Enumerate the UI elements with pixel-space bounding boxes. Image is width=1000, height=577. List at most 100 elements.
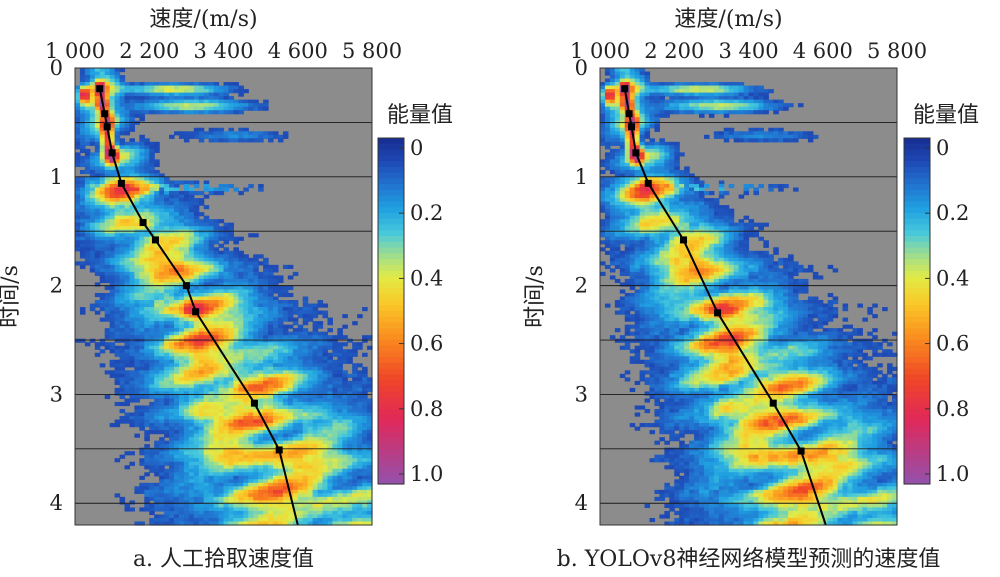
heatmap-cell: [228, 461, 234, 466]
heatmap-cell: [362, 335, 368, 340]
heatmap-cell: [253, 257, 259, 262]
heatmap-cell: [174, 461, 180, 466]
heatmap-cell: [144, 261, 150, 266]
heatmap-cell: [228, 486, 234, 491]
heatmap-cell: [258, 314, 264, 319]
heatmap-cell: [282, 405, 289, 410]
heatmap-cell: [352, 458, 358, 463]
heatmap-cell: [114, 240, 121, 245]
heatmap-cell: [307, 335, 314, 340]
heatmap-cell: [327, 419, 333, 424]
heatmap-cell: [332, 433, 338, 438]
heatmap-cell: [297, 314, 304, 319]
heatmap-cell: [89, 194, 96, 199]
heatmap-cell: [287, 356, 294, 361]
heatmap-cell: [312, 349, 319, 354]
heatmap-cell: [149, 292, 155, 298]
heatmap-cell: [223, 468, 230, 473]
heatmap-cell: [193, 247, 200, 252]
heatmap-cell: [114, 310, 121, 315]
heatmap-cell: [317, 324, 324, 329]
heatmap-cell: [327, 430, 333, 435]
heatmap-cell: [213, 444, 220, 449]
heatmap-cell: [327, 398, 333, 403]
heatmap-cell: [149, 145, 155, 150]
heatmap-cell: [139, 162, 145, 168]
heatmap-cell: [233, 303, 239, 308]
heatmap-cell: [174, 92, 180, 97]
heatmap-cell: [174, 271, 180, 277]
heatmap-cell: [287, 475, 294, 480]
heatmap-cell: [203, 264, 210, 269]
heatmap-cell: [129, 99, 135, 104]
heatmap-cell: [159, 335, 165, 340]
heatmap-cell: [198, 264, 205, 269]
heatmap-cell: [223, 370, 230, 375]
heatmap-cell: [312, 391, 319, 396]
heatmap-cell: [84, 85, 91, 90]
heatmap-cell: [124, 342, 131, 347]
heatmap-cell: [228, 391, 234, 396]
heatmap-cell: [198, 275, 205, 280]
heatmap-cell: [218, 366, 225, 371]
heatmap-cell: [297, 387, 304, 393]
heatmap-cell: [292, 465, 299, 470]
heatmap-cell: [218, 261, 225, 266]
heatmap-cell: [223, 433, 230, 438]
heatmap-cell: [268, 307, 274, 312]
heatmap-cell: [109, 194, 116, 199]
heatmap-cell: [277, 416, 284, 421]
heatmap-cell: [342, 468, 348, 473]
heatmap-cell: [144, 437, 150, 442]
heatmap-cell: [94, 145, 101, 150]
heatmap-cell: [332, 458, 338, 463]
heatmap-cell: [159, 233, 165, 238]
heatmap-cell: [208, 278, 215, 284]
heatmap-cell: [79, 201, 86, 206]
heatmap-cell: [287, 314, 294, 319]
heatmap-cell: [99, 271, 106, 277]
heatmap-cell: [119, 250, 126, 255]
heatmap-cell: [174, 307, 180, 312]
heatmap-cell: [104, 215, 111, 220]
heatmap-cell: [134, 278, 140, 284]
heatmap-cell: [223, 82, 230, 87]
heatmap-cell: [144, 289, 150, 294]
heatmap-cell: [89, 236, 96, 241]
heatmap-cell: [139, 233, 145, 238]
heatmap-cell: [263, 352, 269, 357]
heatmap-cell: [282, 131, 289, 136]
colorbar-segment: [378, 420, 404, 427]
heatmap-cell: [218, 437, 225, 442]
heatmap-cell: [327, 338, 333, 343]
heatmap-cell: [193, 331, 200, 336]
heatmap-cell: [238, 356, 244, 361]
heatmap-cell: [169, 268, 175, 273]
heatmap-cell: [134, 391, 140, 396]
heatmap-cell: [183, 240, 190, 245]
heatmap-cell: [104, 78, 111, 83]
heatmap-cell: [129, 296, 135, 301]
heatmap-cell: [198, 257, 205, 262]
heatmap-cell: [322, 349, 329, 354]
heatmap-cell: [159, 184, 165, 189]
heatmap-cell: [273, 472, 279, 477]
heatmap-cell: [317, 408, 324, 414]
heatmap-cell: [367, 489, 373, 494]
heatmap-cell: [253, 314, 259, 319]
heatmap-cell: [233, 486, 239, 491]
heatmap-cell: [154, 310, 160, 315]
colorbar-segment: [378, 201, 404, 208]
heatmap-cell: [178, 314, 185, 319]
heatmap-cell: [109, 282, 116, 287]
heatmap-cell: [183, 370, 190, 375]
heatmap-cell: [203, 321, 210, 326]
heatmap-cell: [178, 458, 185, 463]
heatmap-cell: [347, 401, 353, 407]
heatmap-cell: [84, 187, 91, 192]
heatmap-cell: [144, 205, 150, 210]
heatmap-cell: [79, 229, 86, 234]
heatmap-cell: [317, 479, 324, 484]
heatmap-cell: [154, 405, 160, 410]
heatmap-cell: [75, 155, 81, 160]
